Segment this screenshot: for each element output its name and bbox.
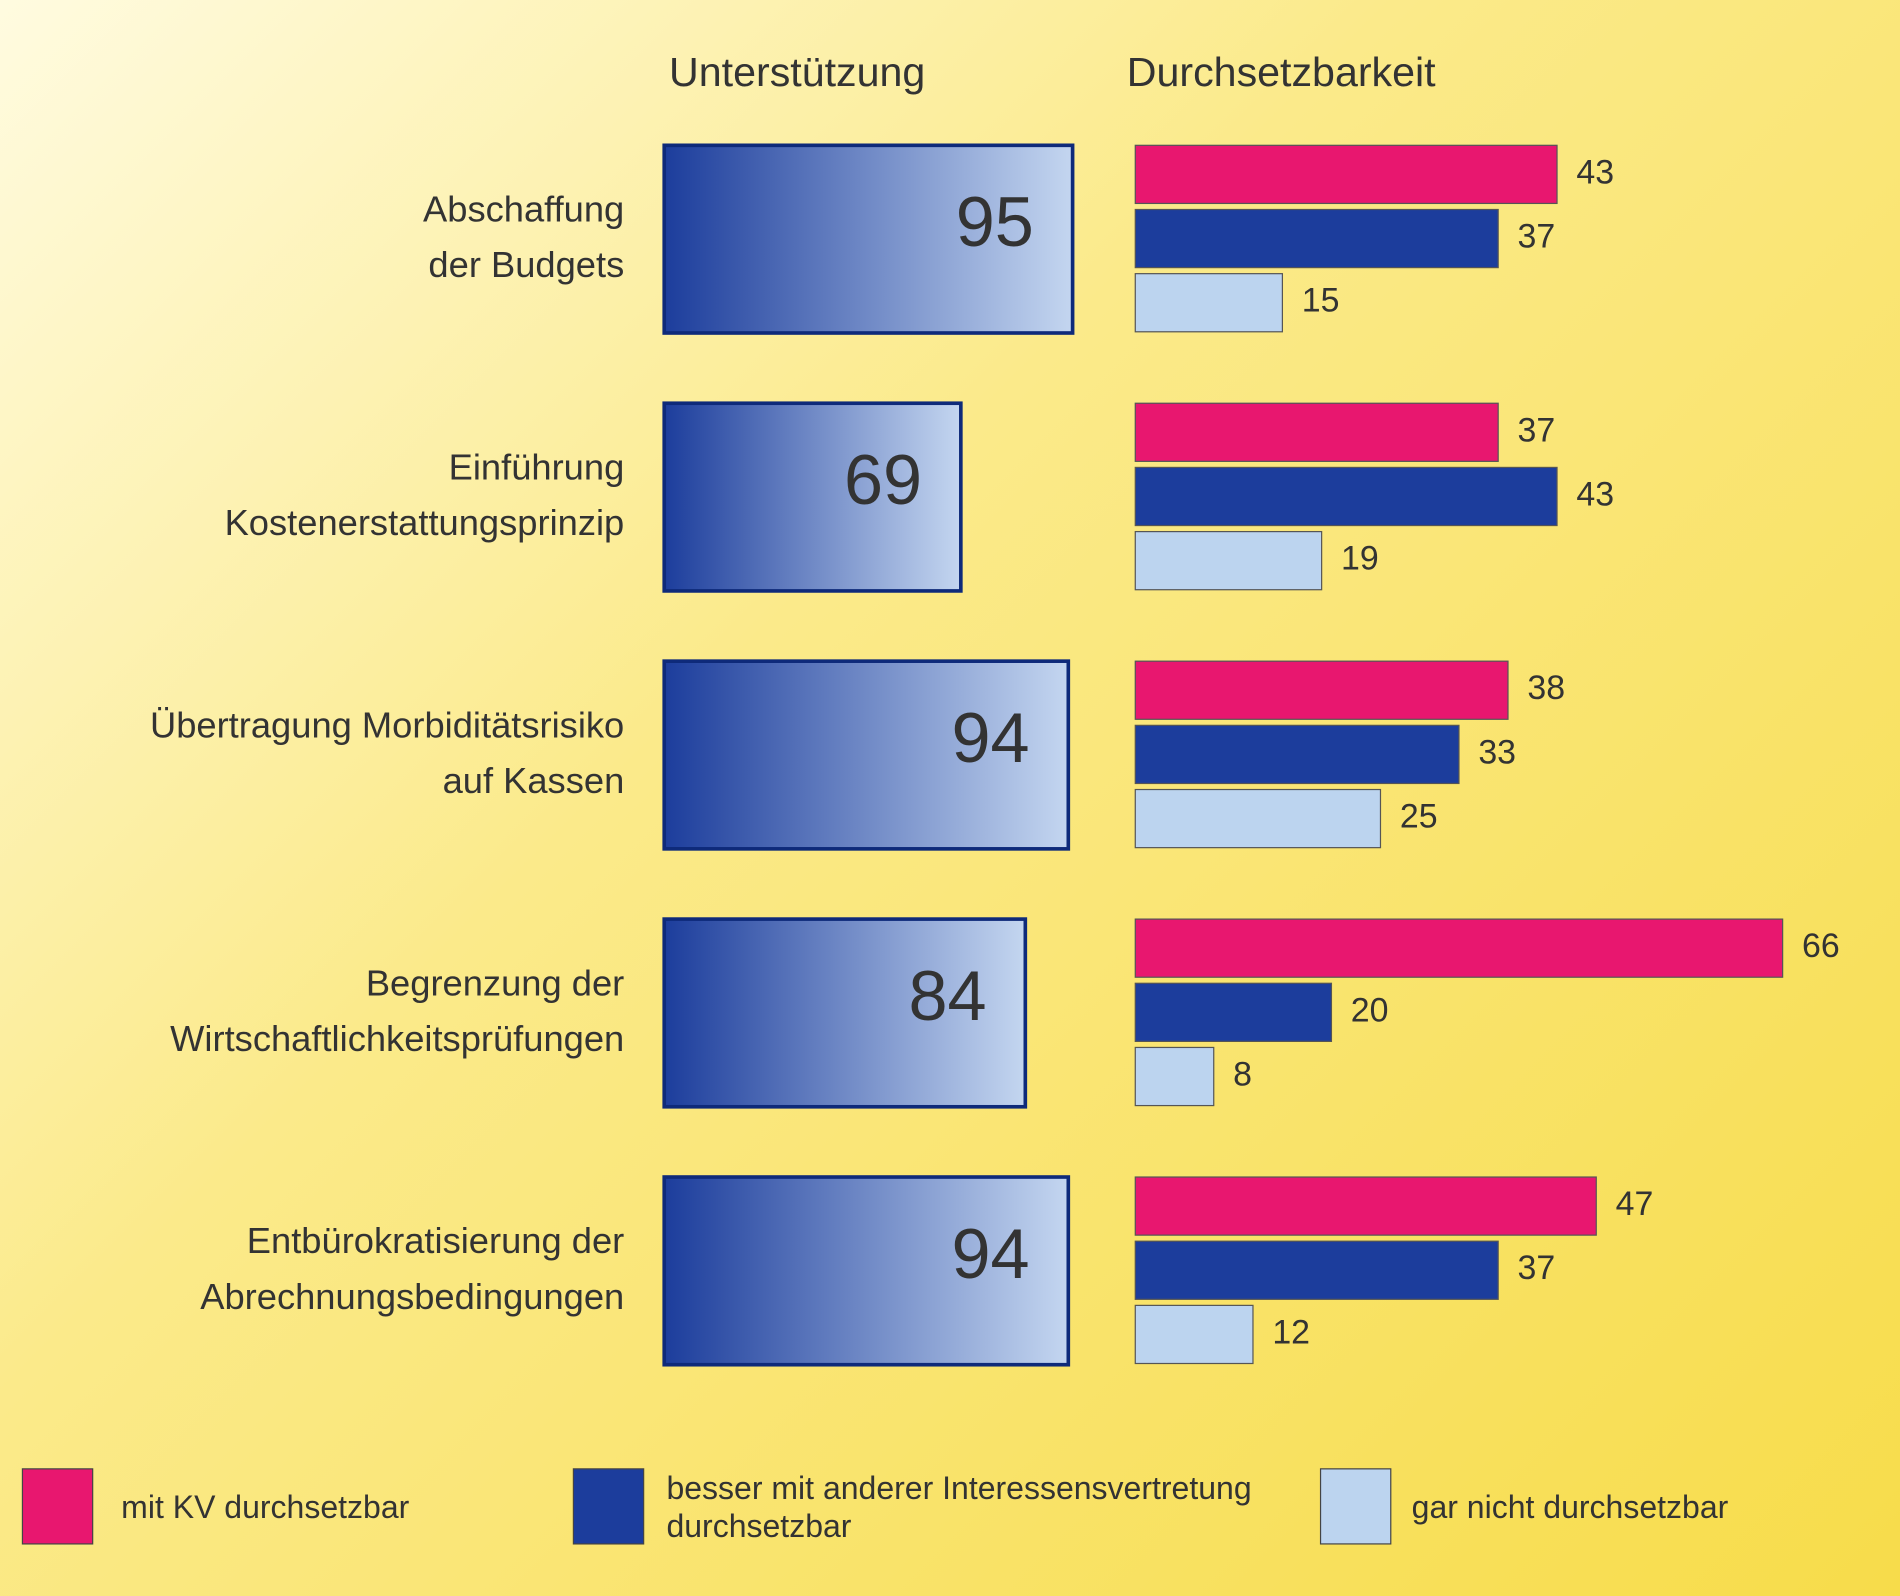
bar (1134, 273, 1284, 333)
support-bar (662, 917, 1028, 1109)
bar (1134, 788, 1382, 849)
bar (1134, 402, 1499, 462)
panel-title: Unterstützung (669, 49, 925, 95)
panel-title: Durchsetzbarkeit (1127, 49, 1436, 95)
category-label: Kostenerstattungsprinzip (225, 502, 625, 543)
category-label: Begrenzung der (366, 962, 624, 1003)
value-label: 19 (1341, 540, 1379, 578)
legend-swatch (21, 1468, 94, 1545)
category-label: Abschaffung (423, 189, 624, 230)
support-value-label: 94 (951, 1214, 1029, 1293)
bar (1134, 724, 1460, 785)
bar (1134, 530, 1323, 591)
bar (1134, 1304, 1254, 1365)
category-label: Einführung (449, 446, 625, 487)
support-value-label: 94 (951, 698, 1029, 777)
bar (1134, 982, 1333, 1043)
category-label: der Budgets (428, 244, 624, 285)
support-value-label: 84 (908, 956, 986, 1035)
value-label: 38 (1527, 669, 1565, 707)
value-label: 8 (1233, 1055, 1252, 1093)
value-label: 20 (1351, 991, 1389, 1029)
value-label: 33 (1478, 733, 1516, 771)
legend-swatch (572, 1468, 645, 1545)
category-label: Entbürokratisierung der (247, 1220, 624, 1261)
value-label: 25 (1400, 798, 1438, 836)
value-label: 43 (1576, 475, 1614, 513)
value-label: 37 (1518, 218, 1556, 256)
category-label: auf Kassen (443, 760, 625, 801)
value-label: 43 (1576, 153, 1614, 191)
legend-label: besser mit anderer Interessensvertretung… (666, 1470, 1252, 1545)
bar (1134, 466, 1558, 527)
category-label: Wirtschaftlichkeitsprüfungen (170, 1018, 624, 1059)
legend-label: mit KV durchsetzbar (121, 1489, 410, 1526)
value-label: 37 (1518, 411, 1556, 449)
support-bar (662, 401, 963, 593)
value-label: 66 (1802, 927, 1840, 965)
bar (1134, 660, 1509, 720)
support-bar (662, 1175, 1071, 1367)
legend-swatch (1319, 1468, 1392, 1545)
bar (1134, 1046, 1215, 1107)
value-label: 37 (1518, 1249, 1556, 1287)
bar (1134, 1240, 1499, 1300)
category-label: Übertragung Morbiditätsrisiko (150, 704, 624, 745)
legend-label: gar nicht durchsetzbar (1411, 1489, 1729, 1526)
bar (1134, 208, 1499, 269)
support-bar (662, 659, 1071, 851)
bar (1134, 918, 1784, 978)
support-value-label: 95 (956, 182, 1034, 261)
value-label: 15 (1302, 282, 1340, 320)
category-label: Abrechnungsbedingungen (200, 1276, 624, 1317)
value-label: 47 (1616, 1185, 1654, 1223)
bar (1134, 1176, 1597, 1236)
support-value-label: 69 (844, 440, 922, 519)
bar (1134, 144, 1558, 205)
value-label: 12 (1272, 1313, 1310, 1351)
support-bar (662, 143, 1075, 335)
